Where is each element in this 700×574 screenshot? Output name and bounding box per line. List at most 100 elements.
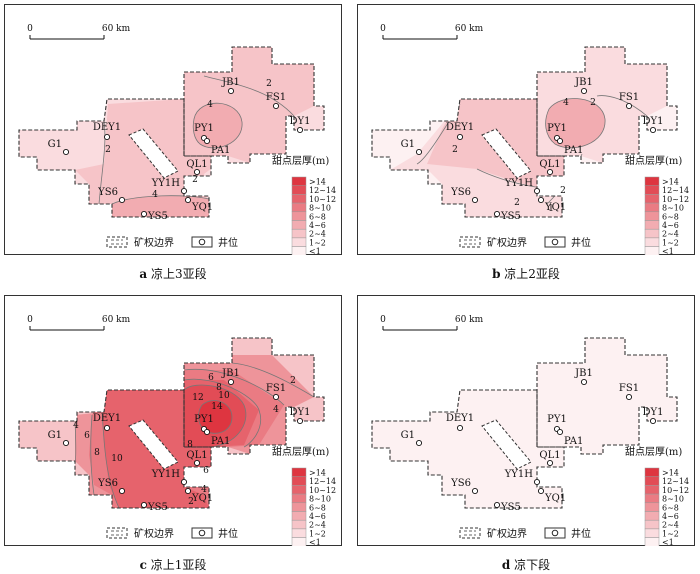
- well-fs1: FS1: [619, 92, 639, 110]
- legend-swatch: [644, 237, 660, 247]
- legend-swatch: [291, 237, 307, 247]
- well-label: QL1: [186, 159, 207, 170]
- legend-swatch: [291, 467, 307, 477]
- contour-line: [545, 98, 606, 149]
- well-pa1: PA1: [556, 428, 583, 447]
- legend-swatch: [291, 537, 307, 546]
- well-icon: [193, 168, 201, 176]
- block-boundary: [536, 46, 678, 164]
- well-icon: [296, 417, 304, 425]
- legend-class-label: 8~10: [309, 495, 331, 504]
- legend-class-label: 6~8: [309, 503, 326, 512]
- legend-swatch: [291, 220, 307, 230]
- well-label: YQ1: [191, 202, 213, 213]
- well-icon: [272, 393, 280, 401]
- well-icon: [272, 102, 280, 110]
- legend-class-label: 1~2: [662, 238, 679, 247]
- well-icon: [493, 210, 501, 218]
- well-label: PY1: [194, 123, 214, 134]
- block-boundary: [18, 389, 212, 509]
- scale-end-label: 60 km: [102, 315, 131, 325]
- well-g1: G1: [401, 430, 423, 447]
- well-jb1: JB1: [221, 368, 240, 386]
- well-label: YS5: [147, 502, 168, 513]
- legend-swatch: [644, 246, 660, 255]
- well-label: G1: [401, 430, 415, 441]
- well-icon: [625, 102, 633, 110]
- legend-swatch: [291, 519, 307, 530]
- legend-class-label: 12~14: [309, 477, 336, 486]
- legend-swatch: [291, 502, 307, 512]
- scale-end-label: 60 km: [455, 24, 484, 34]
- well-yq1: YQ1: [537, 196, 566, 213]
- contour-line: [192, 102, 243, 149]
- legend-swatch: [291, 476, 307, 486]
- legend-swatch: [291, 528, 307, 538]
- well-g1: G1: [48, 430, 70, 447]
- scale-bar: 0 60 km: [27, 24, 131, 40]
- legend-swatch: [291, 176, 307, 186]
- boundary-key-label: 矿权边界: [487, 527, 527, 540]
- well-label: JB1: [574, 77, 593, 88]
- well-icon: [180, 478, 188, 486]
- contour-label: 6: [208, 373, 214, 383]
- legend-swatch: [644, 493, 660, 504]
- legend-class-label: <1: [662, 538, 674, 546]
- well-icon: [649, 417, 657, 425]
- contour-line: [183, 384, 247, 448]
- well-yq1: YQ1: [184, 196, 213, 213]
- well-label: FS1: [619, 383, 639, 394]
- well-dy1: DY1: [290, 116, 310, 134]
- well-pa1: PA1: [556, 137, 583, 156]
- contour-label: 12: [192, 393, 203, 403]
- block-boundary: [183, 46, 325, 164]
- well-label: YS6: [97, 478, 118, 489]
- well-ys5: YS5: [493, 210, 521, 222]
- well-icon: [415, 148, 423, 156]
- legend-swatch: [291, 511, 307, 521]
- contour-line: [183, 378, 261, 448]
- legend-title: 甜点层厚(m): [625, 154, 682, 167]
- well-ys5: YS5: [140, 501, 168, 513]
- well-label: QL1: [186, 450, 207, 461]
- legend-class-label: 10~12: [309, 486, 336, 495]
- legend-class-label: 8~10: [662, 204, 684, 213]
- well-label: JB1: [221, 368, 240, 379]
- contour-line: [98, 120, 106, 205]
- scale-start-label: 0: [380, 315, 386, 325]
- caption-d: d 凉下段: [501, 558, 551, 572]
- contour-label: 2: [452, 145, 458, 155]
- legend-class-label: 1~2: [309, 238, 326, 247]
- well-icon: [62, 439, 70, 447]
- legend-swatch: [291, 485, 307, 495]
- legend-swatch: [291, 228, 307, 239]
- well-yq1: YQ1: [184, 487, 213, 504]
- contour-label: 10: [218, 391, 230, 401]
- well-pa1: PA1: [203, 428, 230, 447]
- contour-label: 2: [560, 186, 566, 196]
- contour-line: [198, 400, 233, 434]
- legend-swatch: [644, 194, 660, 204]
- legend-class-label: 2~4: [662, 521, 679, 530]
- well-icon: [580, 378, 588, 386]
- well-label: FS1: [266, 383, 286, 394]
- well-label: YQ1: [544, 202, 566, 213]
- block-boundary: [183, 337, 325, 455]
- legend-class-label: 12~14: [662, 186, 689, 195]
- legend-class-label: 1~2: [309, 529, 326, 538]
- well-icon: [537, 487, 545, 495]
- map-panel-a: 2 4 2 4 2 JB1 FS1 DY1 DEY1 G1 PY1 PA1 QL1 YY1H YS6 YQ1 Y…: [4, 4, 342, 255]
- well-icon: [118, 487, 126, 495]
- well-icon: [296, 126, 304, 134]
- well-label: PY1: [547, 414, 567, 425]
- legend-title: 甜点层厚(m): [625, 445, 682, 458]
- block-boundary: [536, 337, 678, 455]
- well-yy1h: YY1H: [151, 469, 188, 486]
- well-label: QL1: [539, 450, 560, 461]
- legend-swatch: [644, 528, 660, 538]
- contour-label: 10: [111, 454, 123, 464]
- legend-swatch: [644, 476, 660, 486]
- well-label: YS6: [450, 187, 471, 198]
- contour-label: 2: [514, 198, 520, 208]
- scale-bar: 0 60 km: [380, 24, 484, 40]
